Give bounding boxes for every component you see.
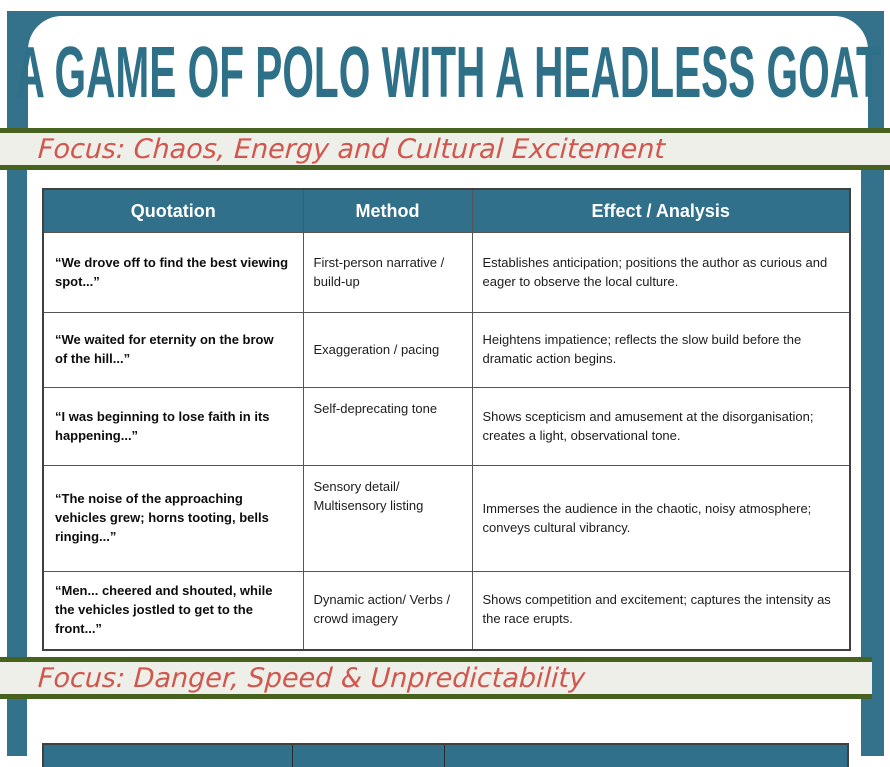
table-2-column-header [293,745,445,767]
focus-banner-2: Focus: Danger, Speed & Unpredictability [0,657,872,699]
effect-cell: Immerses the audience in the chaotic, no… [471,465,851,572]
focus-label-2: Focus: Danger, Speed & Unpredictability [37,662,586,694]
focus-label-1: Focus: Chaos, Energy and Cultural Excite… [37,133,666,165]
method-cell: Dynamic action/ Verbs / crowd imagery [302,571,473,650]
effect-cell: Heightens impatience; reflects the slow … [471,312,851,388]
table-row: “We drove off to find the best viewing s… [42,232,851,313]
table-header-row: Quotation Method Effect / Analysis [42,188,851,233]
method-cell: Self-deprecating tone [302,387,473,466]
table-row: “The noise of the approaching vehicles g… [42,465,851,572]
table-row: “We waited for eternity on the brow of t… [42,312,851,388]
quotation-cell: “We drove off to find the best viewing s… [42,232,304,313]
column-header-quotation: Quotation [42,188,304,233]
method-cell: Sensory detail/ Multisensory listing [302,465,473,572]
table-2-column-header [44,745,293,767]
analysis-table-2-header [42,743,849,767]
focus-banner-1: Focus: Chaos, Energy and Cultural Excite… [0,128,890,170]
effect-cell: Shows competition and excitement; captur… [471,571,851,650]
analysis-table-1: Quotation Method Effect / Analysis “We d… [42,188,851,651]
title-panel: A GAME OF POLO WITH A HEADLESS GOAT [15,16,881,128]
method-cell: Exaggeration / pacing [302,312,473,388]
effect-cell: Establishes anticipation; positions the … [471,232,851,313]
column-header-effect-analysis: Effect / Analysis [471,188,851,233]
table-row: “Men... cheered and shouted, while the v… [42,571,851,650]
quotation-cell: “Men... cheered and shouted, while the v… [42,571,304,650]
quotation-cell: “The noise of the approaching vehicles g… [42,465,304,572]
effect-cell: Shows scepticism and amusement at the di… [471,387,851,466]
quotation-cell: “We waited for eternity on the brow of t… [42,312,304,388]
column-header-method: Method [302,188,473,233]
table-row: “I was beginning to lose faith in its ha… [42,387,851,466]
table-2-column-header [445,745,847,767]
quotation-cell: “I was beginning to lose faith in its ha… [42,387,304,466]
page-title: A GAME OF POLO WITH A HEADLESS GOAT [15,31,881,113]
method-cell: First-person narrative / build-up [302,232,473,313]
